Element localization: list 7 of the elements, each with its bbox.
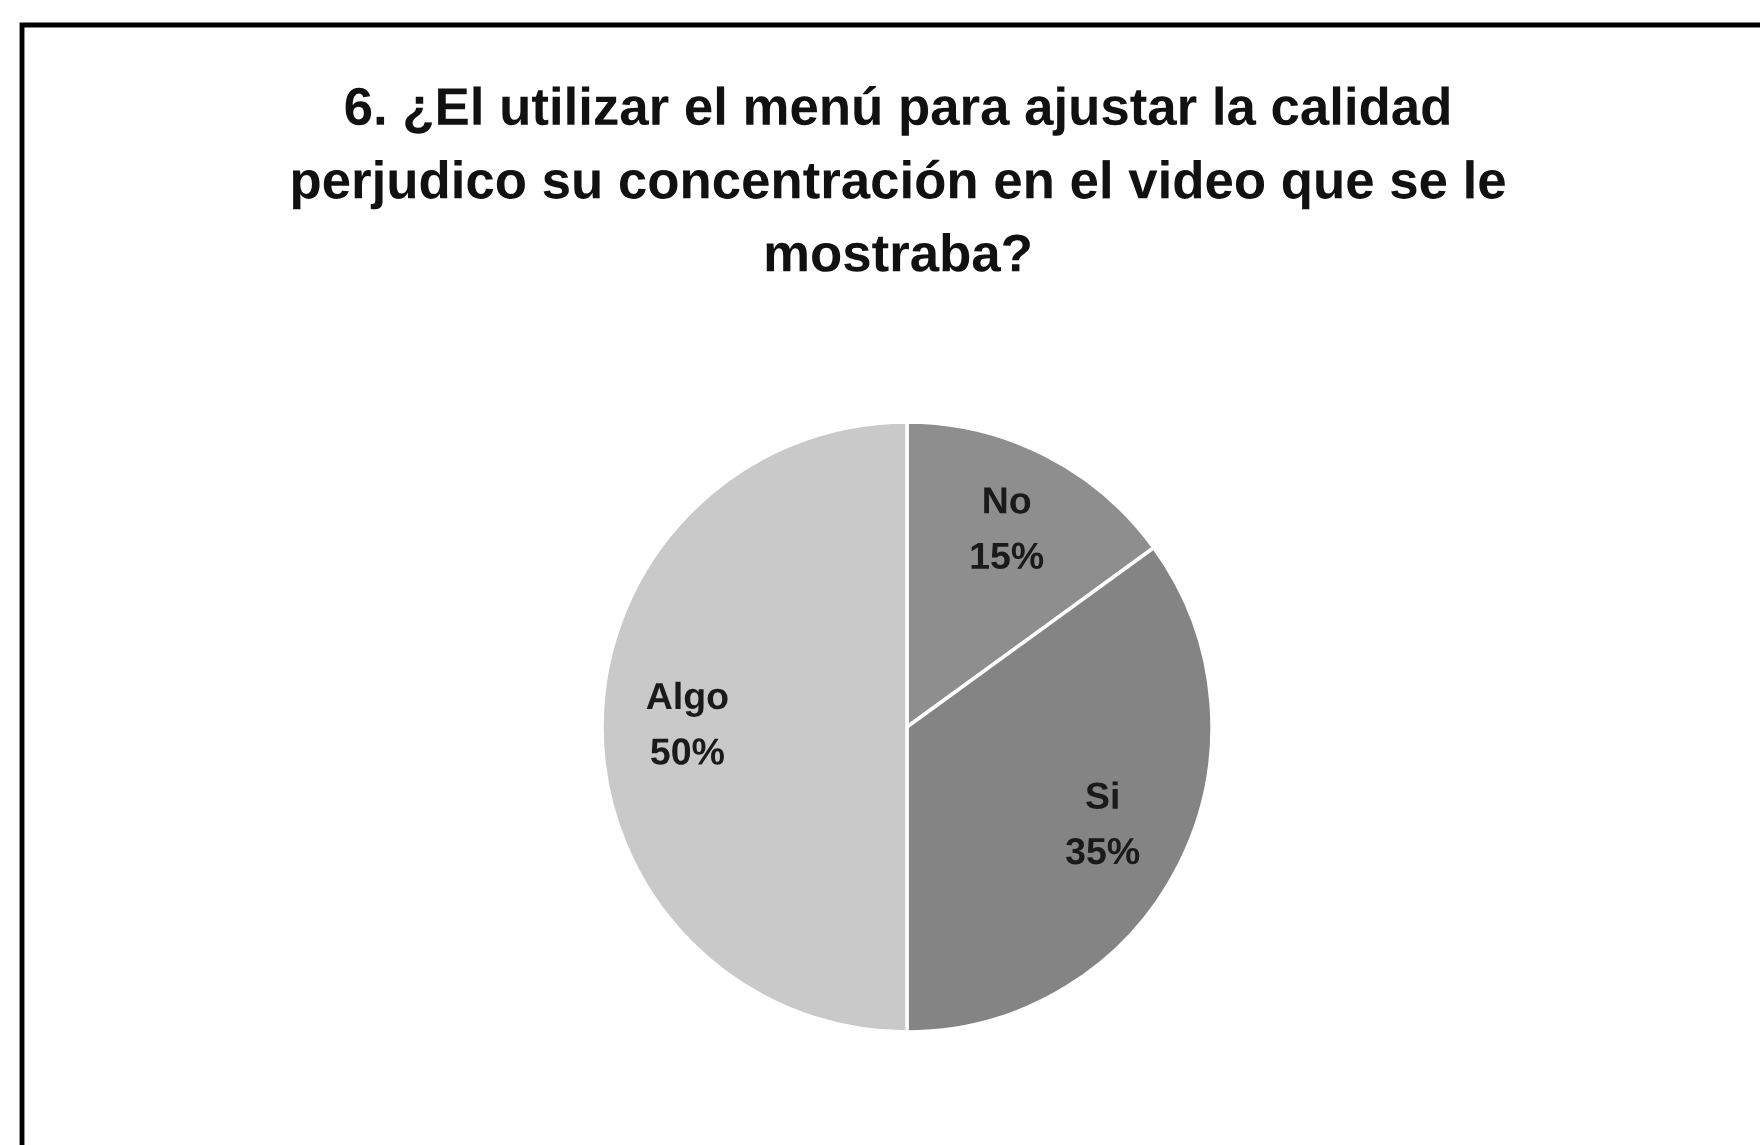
slice-label: Algo (646, 681, 728, 717)
data-label: 35% (1066, 837, 1140, 865)
data-label: 15% (971, 542, 1044, 570)
slice-label: No (984, 487, 1031, 514)
slice-label: Si (1086, 781, 1118, 810)
chart-title: 6. ¿El utilizar el menú para ajustar la calidad perjudico su concentración en el video que se le mostraba? (292, 86, 1505, 272)
data-label: 50% (651, 738, 724, 765)
